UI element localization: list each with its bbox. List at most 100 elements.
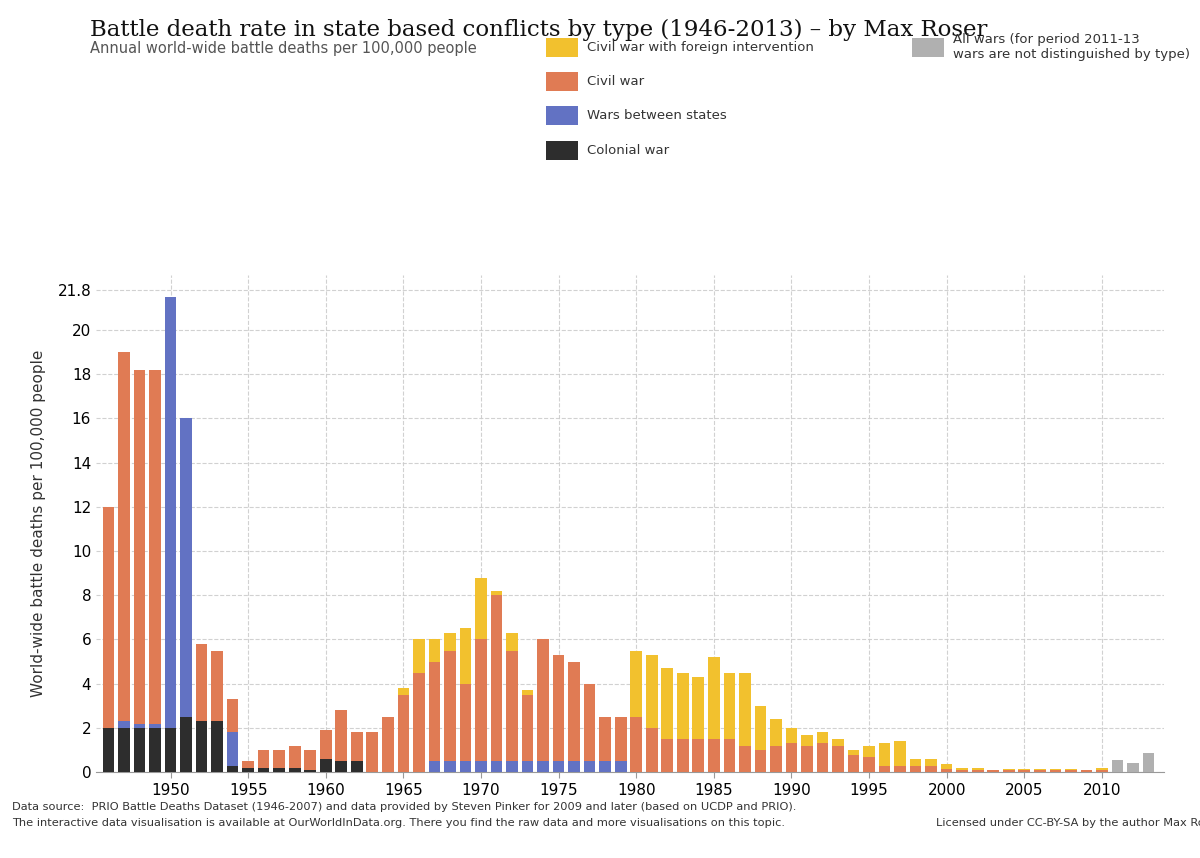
Bar — [677, 673, 689, 739]
Bar — [894, 741, 906, 765]
Bar — [413, 673, 425, 772]
Bar — [118, 352, 130, 722]
Bar — [538, 639, 548, 761]
Bar — [708, 657, 720, 739]
Bar — [956, 768, 968, 770]
Bar — [1096, 770, 1108, 772]
Bar — [320, 730, 331, 759]
Bar — [118, 722, 130, 728]
Bar — [724, 739, 736, 772]
Bar — [878, 765, 890, 772]
Bar — [164, 728, 176, 772]
Bar — [910, 759, 922, 765]
Bar — [770, 746, 781, 772]
Bar — [336, 710, 347, 761]
Bar — [102, 507, 114, 728]
Bar — [569, 662, 580, 761]
Bar — [258, 768, 270, 772]
Text: Colonial war: Colonial war — [587, 143, 670, 157]
Bar — [211, 650, 223, 722]
Bar — [941, 769, 953, 772]
Bar — [475, 577, 487, 639]
Bar — [522, 761, 533, 772]
Bar — [305, 770, 316, 772]
Bar — [956, 770, 968, 772]
Bar — [786, 728, 797, 743]
Bar — [460, 684, 472, 761]
Bar — [802, 746, 812, 772]
Bar — [491, 595, 503, 761]
Text: The interactive data visualisation is available at OurWorldInData.org. There you: The interactive data visualisation is av… — [12, 818, 785, 828]
Bar — [133, 728, 145, 772]
Bar — [522, 691, 533, 695]
Bar — [444, 761, 456, 772]
Bar — [149, 370, 161, 723]
Bar — [630, 717, 642, 772]
Bar — [1127, 764, 1139, 772]
Bar — [413, 639, 425, 673]
Bar — [1142, 753, 1154, 772]
Bar — [599, 717, 611, 761]
Bar — [878, 743, 890, 765]
Bar — [802, 734, 812, 746]
Text: Wars between states: Wars between states — [587, 109, 727, 123]
Text: Licensed under CC-BY-SA by the author Max Roser.: Licensed under CC-BY-SA by the author Ma… — [936, 818, 1200, 828]
Bar — [832, 739, 844, 746]
Bar — [522, 695, 533, 761]
Text: Civil war with foreign intervention: Civil war with foreign intervention — [587, 40, 814, 54]
Bar — [149, 723, 161, 728]
Bar — [428, 761, 440, 772]
Bar — [475, 639, 487, 761]
Bar — [972, 770, 984, 772]
Bar — [863, 757, 875, 772]
Bar — [894, 765, 906, 772]
Bar — [739, 673, 751, 746]
Bar — [863, 746, 875, 757]
Bar — [242, 768, 254, 772]
Bar — [289, 746, 300, 768]
Bar — [428, 639, 440, 662]
Bar — [569, 761, 580, 772]
Bar — [941, 764, 953, 769]
Bar — [506, 633, 518, 650]
Bar — [538, 761, 548, 772]
Bar — [599, 761, 611, 772]
Bar — [1111, 760, 1123, 772]
Bar — [646, 655, 658, 728]
Bar — [274, 768, 284, 772]
Bar — [102, 728, 114, 772]
Bar — [350, 733, 362, 761]
Bar — [320, 759, 331, 772]
Bar — [133, 723, 145, 728]
Bar — [336, 761, 347, 772]
Bar — [350, 761, 362, 772]
Bar — [1003, 769, 1014, 770]
Bar — [242, 761, 254, 768]
Bar — [258, 750, 270, 768]
Bar — [755, 750, 767, 772]
Bar — [724, 673, 736, 739]
Bar — [227, 733, 239, 765]
Bar — [397, 695, 409, 772]
Bar — [1034, 770, 1045, 772]
Bar — [506, 650, 518, 761]
Bar — [584, 684, 595, 761]
Bar — [614, 717, 626, 761]
Bar — [1003, 770, 1014, 772]
Bar — [366, 733, 378, 772]
Bar — [972, 768, 984, 770]
Bar — [1034, 769, 1045, 770]
Bar — [211, 722, 223, 772]
Text: in Data: in Data — [26, 67, 64, 76]
Bar — [506, 761, 518, 772]
Bar — [1066, 770, 1076, 772]
Bar — [692, 739, 704, 772]
Bar — [133, 370, 145, 723]
Bar — [646, 728, 658, 772]
Bar — [661, 668, 673, 739]
Bar — [382, 717, 394, 772]
Bar — [289, 768, 300, 772]
Bar — [1050, 770, 1061, 772]
Y-axis label: World-wide battle deaths per 100,000 people: World-wide battle deaths per 100,000 peo… — [31, 350, 47, 697]
Bar — [180, 419, 192, 717]
